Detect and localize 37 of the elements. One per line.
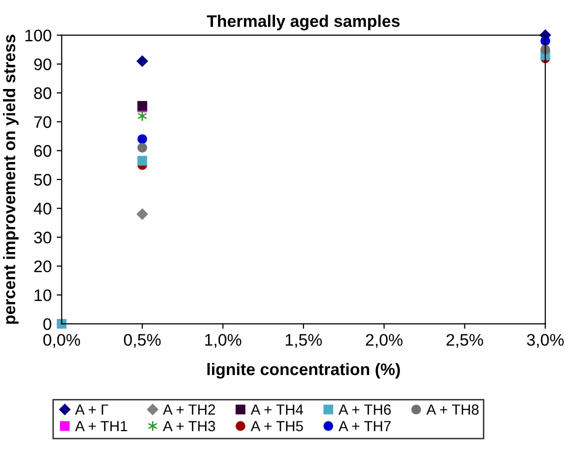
x-axis-title: lignite concentration (%) [207, 362, 400, 379]
x-tick-label: 2,5% [446, 334, 484, 348]
y-tick-label: 60 [34, 145, 52, 157]
legend-label: A + TH1 [75, 421, 128, 432]
legend-label: A + TH3 [162, 420, 216, 432]
legend-label: A + TH4 [250, 404, 304, 415]
y-tick-label: 20 [34, 260, 52, 272]
point [137, 134, 148, 144]
y-tick-label: 0 [43, 318, 52, 330]
y-tick-label: 80 [34, 87, 52, 100]
legend-label: A + TH8 [426, 404, 479, 415]
legend-label: A + TH6 [338, 404, 391, 415]
point [136, 56, 148, 67]
x-tick-label: 0,0% [43, 334, 80, 348]
y-tick-label: 90 [34, 58, 52, 70]
y-tick-label: 30 [34, 232, 52, 244]
point [56, 318, 67, 329]
legend-label: A + Γ [75, 404, 108, 415]
y-tick-label: 50 [34, 174, 52, 186]
point [137, 156, 148, 166]
y-tick-label: 40 [34, 202, 52, 215]
x-tick-label: 0,5% [124, 334, 161, 348]
y-tick-label: 100 [25, 30, 52, 42]
y-tick-label: 70 [34, 116, 52, 128]
x-tick-label: 3,0% [526, 334, 564, 348]
legend-label: A + TH2 [162, 404, 215, 415]
x-tick-label: 1,0% [205, 334, 242, 348]
x-tick-label: 2,0% [366, 334, 402, 348]
legend-label: A + TH5 [250, 421, 303, 432]
point [137, 110, 148, 122]
legend-label: A + TH7 [338, 421, 391, 432]
chart-title: Thermally aged samples [206, 14, 400, 30]
y-tick-label: 10 [34, 289, 52, 302]
point [136, 208, 148, 220]
y-axis-title: percent improvement on yield stress [3, 34, 19, 324]
x-tick-label: 1,5% [286, 334, 322, 348]
point [137, 142, 148, 153]
